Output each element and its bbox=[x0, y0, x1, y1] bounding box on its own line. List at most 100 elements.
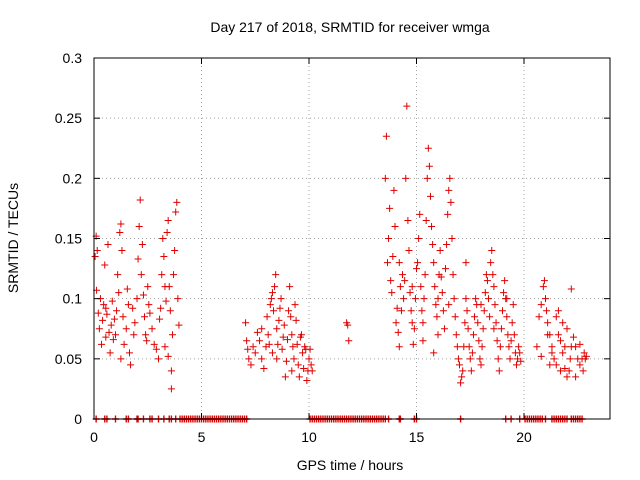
data-point-plus bbox=[123, 285, 131, 293]
data-point-plus bbox=[439, 307, 447, 315]
data-point-plus bbox=[490, 283, 498, 291]
data-point-plus bbox=[480, 307, 488, 315]
data-point-plus bbox=[510, 331, 518, 339]
y-tick-label: 0.3 bbox=[63, 50, 83, 66]
data-point-plus bbox=[150, 340, 158, 348]
data-point-plus bbox=[277, 295, 285, 303]
data-point-plus bbox=[98, 340, 106, 348]
data-point-plus bbox=[458, 373, 466, 381]
data-point-plus bbox=[474, 319, 482, 327]
data-point-plus bbox=[105, 328, 113, 336]
data-point-plus bbox=[420, 295, 428, 303]
data-point-plus bbox=[433, 313, 441, 321]
data-point-plus bbox=[569, 333, 577, 341]
y-tick-label: 0 bbox=[74, 411, 82, 427]
data-point-plus bbox=[160, 253, 168, 261]
data-point-plus bbox=[557, 367, 565, 375]
data-point-plus bbox=[504, 331, 512, 339]
data-point-plus bbox=[166, 307, 174, 315]
data-point-plus bbox=[287, 313, 295, 321]
data-point-plus bbox=[489, 271, 497, 279]
data-point-plus bbox=[447, 198, 455, 206]
data-point-plus bbox=[497, 325, 505, 333]
y-tick-label: 0.05 bbox=[55, 351, 82, 367]
data-point-plus bbox=[387, 277, 395, 285]
data-point-plus bbox=[413, 265, 420, 273]
data-point-plus bbox=[263, 313, 271, 321]
data-point-plus bbox=[274, 340, 282, 348]
data-point-plus bbox=[422, 216, 430, 224]
data-point-plus bbox=[273, 355, 281, 363]
data-point-plus bbox=[124, 301, 132, 309]
data-point-plus bbox=[481, 289, 489, 297]
data-point-plus bbox=[408, 283, 416, 291]
data-point-plus bbox=[446, 174, 454, 182]
data-point-plus bbox=[561, 364, 569, 372]
data-point-plus bbox=[127, 361, 135, 369]
data-point-plus bbox=[546, 361, 554, 369]
data-point-plus bbox=[303, 376, 311, 384]
data-point-plus bbox=[258, 355, 266, 363]
data-point-plus bbox=[253, 328, 261, 336]
data-point-plus bbox=[426, 192, 434, 200]
data-point-plus bbox=[388, 289, 396, 297]
data-point-plus bbox=[395, 259, 403, 267]
data-point-plus bbox=[494, 355, 502, 363]
data-point-plus bbox=[345, 337, 353, 345]
data-point-plus bbox=[548, 349, 556, 357]
data-point-plus bbox=[438, 289, 446, 297]
data-point-plus bbox=[508, 319, 516, 327]
data-point-plus bbox=[406, 289, 414, 297]
x-tick-label: 5 bbox=[198, 429, 206, 445]
data-point-plus bbox=[117, 355, 125, 363]
data-point-plus bbox=[576, 340, 584, 348]
data-point-plus bbox=[471, 313, 479, 321]
data-point-plus bbox=[567, 285, 575, 293]
data-point-plus bbox=[167, 385, 175, 393]
data-point-plus bbox=[109, 336, 117, 344]
data-point-plus bbox=[393, 304, 401, 312]
data-point-plus bbox=[469, 331, 477, 339]
x-tick-label: 0 bbox=[90, 429, 98, 445]
data-point-plus bbox=[421, 271, 429, 279]
data-point-plus bbox=[397, 307, 405, 315]
data-point-plus bbox=[442, 265, 450, 273]
data-point-plus bbox=[415, 235, 423, 242]
data-point-plus bbox=[292, 316, 300, 324]
data-point-plus bbox=[170, 271, 178, 279]
data-point-plus bbox=[456, 361, 463, 369]
data-point-plus bbox=[386, 204, 394, 212]
grid-lines bbox=[94, 58, 610, 419]
data-point-plus bbox=[516, 349, 524, 357]
x-axis-title: GPS time / hours bbox=[297, 457, 404, 473]
data-point-plus bbox=[464, 325, 472, 333]
data-point-plus bbox=[165, 283, 173, 291]
data-point-plus bbox=[290, 355, 298, 363]
data-point-plus bbox=[93, 247, 101, 255]
data-point-plus bbox=[576, 361, 584, 369]
data-point-plus bbox=[512, 361, 520, 369]
data-point-plus bbox=[565, 367, 573, 375]
data-point-plus bbox=[120, 340, 128, 348]
data-point-plus bbox=[389, 253, 397, 261]
data-point-plus bbox=[396, 283, 404, 291]
data-point-plus bbox=[517, 357, 525, 365]
data-point-plus bbox=[495, 367, 503, 375]
data-point-plus bbox=[478, 343, 486, 351]
data-point-plus bbox=[267, 295, 275, 303]
data-point-plus bbox=[477, 301, 485, 309]
data-point-plus bbox=[557, 337, 565, 345]
data-point-plus bbox=[423, 174, 431, 182]
data-point-plus bbox=[482, 271, 490, 279]
data-point-plus bbox=[276, 304, 284, 312]
data-point-plus bbox=[102, 333, 110, 341]
data-point-plus bbox=[268, 349, 276, 357]
y-tick-label: 0.15 bbox=[55, 231, 82, 247]
data-point-plus bbox=[249, 343, 257, 351]
data-point-plus bbox=[544, 319, 552, 327]
data-point-plus bbox=[295, 373, 303, 381]
data-point-plus bbox=[117, 220, 125, 228]
data-point-plus bbox=[416, 210, 424, 218]
data-point-plus bbox=[280, 321, 288, 329]
data-point-plus bbox=[265, 340, 273, 348]
